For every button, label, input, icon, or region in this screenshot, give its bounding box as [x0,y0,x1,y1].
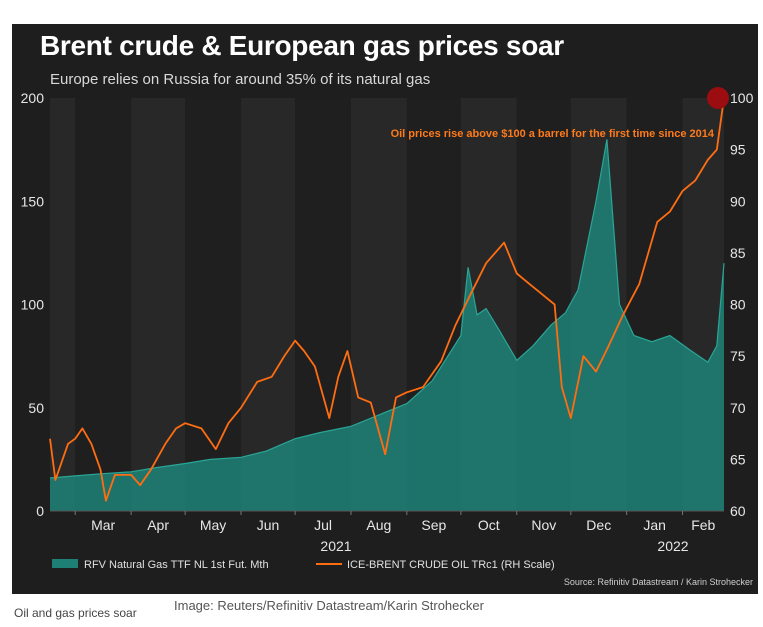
y-right-tick-label: 80 [730,297,746,313]
y-right-tick-label: 85 [730,245,746,261]
x-tick-label: Sep [421,517,446,533]
x-tick-label: Oct [478,517,500,533]
y-right-tick-label: 90 [730,193,746,209]
x-tick-label: Jan [643,517,666,533]
x-tick-label: Apr [147,517,169,533]
y-left-tick-label: 200 [21,90,45,106]
year-label: 2022 [657,538,688,554]
chart-source: Source: Refinitiv Datastream / Karin Str… [563,577,753,587]
image-caption: Oil and gas prices soar [14,606,137,620]
month-band [185,98,242,511]
y-left-tick-label: 0 [36,503,44,519]
y-right-tick-label: 95 [730,142,746,158]
y-right-tick-label: 75 [730,348,746,364]
axes-layer: 0 50 100 150 200 60 65 70 75 80 85 90 95 100 Mar Apr May… [21,90,754,554]
y-right-tick-label: 70 [730,400,746,416]
chart-subtitle: Europe relies on Russia for around 35% o… [50,71,431,88]
legend-gas-swatch [52,559,78,568]
chart-title: Brent crude & European gas prices soar [40,30,564,61]
x-tick-label: Feb [691,517,715,533]
image-credit: Image: Reuters/Refinitiv Datastream/Kari… [174,598,484,613]
oil-line-layer: Oil prices rise above $100 a barrel for … [49,87,729,502]
y-left-tick-label: 150 [21,193,45,209]
x-tick-label: Aug [366,517,391,533]
x-tick-label: Nov [531,517,556,533]
gas-outline [49,139,725,479]
y-left-tick-label: 100 [21,297,45,313]
y-right-tick-label: 60 [730,503,746,519]
legend: RFV Natural Gas TTF NL 1st Fut. Mth ICE-B… [52,559,555,571]
gas-area-layer [49,139,725,512]
x-tick-label: Mar [91,517,115,533]
x-tick-label: Dec [586,517,611,533]
x-tick-label: Jul [314,517,332,533]
month-band [50,98,76,511]
oil-line [49,97,725,502]
month-band [131,98,186,511]
oil-annotation: Oil prices rise above $100 a barrel for … [391,128,715,140]
x-tick-label: Jun [257,517,280,533]
year-label: 2021 [320,538,351,554]
y-right-tick-label: 65 [730,451,746,467]
x-tick-label: May [200,517,226,533]
oil-peak-marker [707,87,729,109]
legend-gas-label: RFV Natural Gas TTF NL 1st Fut. Mth [84,559,269,571]
month-band [75,98,132,511]
chart-svg: Oil prices rise above $100 a barrel for … [21,87,754,571]
gas-area [50,139,724,512]
y-right-tick-label: 100 [730,90,754,106]
y-left-tick-label: 50 [28,400,44,416]
legend-oil-label: ICE-BRENT CRUDE OIL TRc1 (RH Scale) [347,559,555,571]
